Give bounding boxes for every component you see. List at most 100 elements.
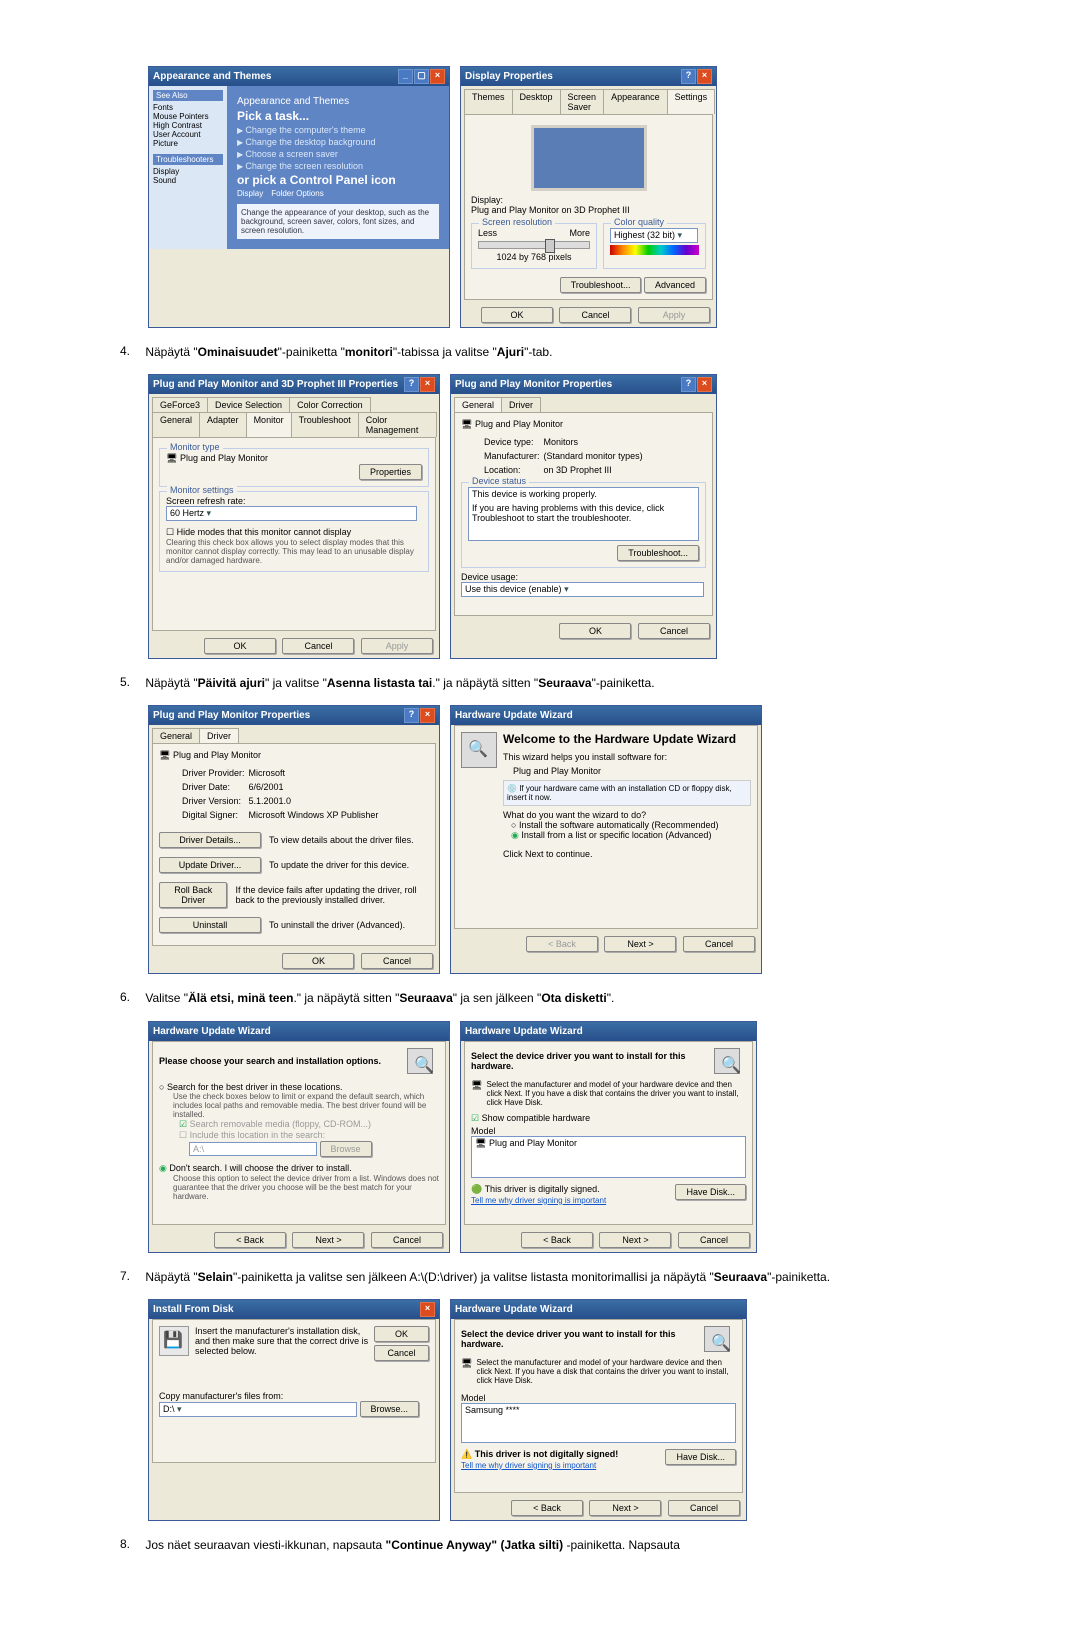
tab-settings[interactable]: Settings xyxy=(667,89,716,114)
cancel-button[interactable]: Cancel xyxy=(282,638,354,654)
task-link[interactable]: Change the desktop background xyxy=(237,137,439,147)
rollback-button[interactable]: Roll Back Driver xyxy=(159,882,227,908)
color-quality-select[interactable]: Highest (32 bit) xyxy=(610,228,698,243)
back-button[interactable]: < Back xyxy=(214,1232,286,1248)
tab-screensaver[interactable]: Screen Saver xyxy=(560,89,605,114)
copy-from-select[interactable]: D:\ xyxy=(159,1402,357,1417)
cancel-button[interactable]: Cancel xyxy=(683,936,755,952)
driver-details-text: To view details about the driver files. xyxy=(269,835,414,845)
maximize-icon[interactable]: ▢ xyxy=(414,69,429,84)
why-signing-link[interactable]: Tell me why driver signing is important xyxy=(471,1196,606,1205)
tab-colormgmt[interactable]: Color Management xyxy=(358,412,437,437)
have-disk-button[interactable]: Have Disk... xyxy=(665,1449,736,1465)
tab-general[interactable]: General xyxy=(152,728,200,743)
update-driver-button[interactable]: Update Driver... xyxy=(159,857,261,873)
troubleshoot-button[interactable]: Troubleshoot... xyxy=(617,545,699,561)
sidebar-item[interactable]: Fonts xyxy=(153,103,223,112)
resolution-slider[interactable] xyxy=(478,241,590,249)
cancel-button[interactable]: Cancel xyxy=(668,1500,740,1516)
next-button[interactable]: Next > xyxy=(604,936,676,952)
close-icon[interactable]: × xyxy=(420,377,435,392)
cancel-button[interactable]: Cancel xyxy=(371,1232,443,1248)
cp-icon[interactable]: Folder Options xyxy=(271,189,323,198)
tab-troubleshoot[interactable]: Troubleshoot xyxy=(291,412,359,437)
sidebar-item[interactable]: Mouse Pointers xyxy=(153,112,223,121)
tab-geforce[interactable]: GeForce3 xyxy=(152,397,208,412)
wizard-search-window: Hardware Update Wizard Please choose you… xyxy=(148,1021,450,1253)
close-icon[interactable]: × xyxy=(420,708,435,723)
ok-button[interactable]: OK xyxy=(282,953,354,969)
close-icon[interactable]: × xyxy=(420,1302,435,1317)
tab-monitor[interactable]: Monitor xyxy=(246,412,292,437)
tab-colorcorr[interactable]: Color Correction xyxy=(289,397,371,412)
cp-icon[interactable]: Display xyxy=(237,189,263,198)
model-list-item[interactable]: Samsung **** xyxy=(465,1405,732,1415)
step-7: 7. Näpäytä "Selain"-painiketta ja valits… xyxy=(120,1269,960,1285)
tab-devsel[interactable]: Device Selection xyxy=(207,397,290,412)
browse-button[interactable]: Browse... xyxy=(360,1401,420,1417)
close-icon[interactable]: × xyxy=(430,69,445,84)
ok-button[interactable]: OK xyxy=(204,638,276,654)
sidebar-item[interactable]: High Contrast xyxy=(153,121,223,130)
properties-button[interactable]: Properties xyxy=(359,464,422,480)
cancel-button[interactable]: Cancel xyxy=(559,307,631,323)
radio-advanced[interactable]: Install from a list or specific location… xyxy=(511,830,751,841)
wizard-select-window: Hardware Update Wizard Select the device… xyxy=(460,1021,757,1253)
task-link[interactable]: Change the computer's theme xyxy=(237,125,439,135)
radio-auto[interactable]: Install the software automatically (Reco… xyxy=(511,820,751,830)
close-icon[interactable]: × xyxy=(697,377,712,392)
show-compat-check[interactable]: Show compatible hardware xyxy=(471,1113,746,1124)
help-icon[interactable]: ? xyxy=(404,708,419,723)
radio-dontsearch[interactable]: Don't search. I will choose the driver t… xyxy=(159,1163,439,1174)
advanced-button[interactable]: Advanced xyxy=(644,277,706,293)
sidebar-item[interactable]: Sound xyxy=(153,176,223,185)
back-button[interactable]: < Back xyxy=(511,1500,583,1516)
next-button[interactable]: Next > xyxy=(292,1232,364,1248)
next-button[interactable]: Next > xyxy=(599,1232,671,1248)
tab-appearance[interactable]: Appearance xyxy=(603,89,668,114)
radio-search[interactable]: Search for the best driver in these loca… xyxy=(159,1082,439,1092)
display-properties-window: Display Properties ?× Themes Desktop Scr… xyxy=(460,66,717,328)
ok-button[interactable]: OK xyxy=(481,307,553,323)
why-signing-link[interactable]: Tell me why driver signing is important xyxy=(461,1461,596,1470)
help-icon[interactable]: ? xyxy=(681,69,696,84)
cancel-button[interactable]: Cancel xyxy=(361,953,433,969)
tab-general[interactable]: General xyxy=(152,412,200,437)
sidebar-item[interactable]: User Account Picture xyxy=(153,130,223,148)
device-status-label: Device status xyxy=(469,476,529,486)
step-6: 6. Valitse "Älä etsi, minä teen." ja näp… xyxy=(120,990,960,1006)
tab-desktop[interactable]: Desktop xyxy=(512,89,561,114)
appearance-themes-window: Appearance and Themes _▢× See Also Fonts… xyxy=(148,66,450,328)
tab-driver[interactable]: Driver xyxy=(199,728,239,743)
cancel-button[interactable]: Cancel xyxy=(678,1232,750,1248)
tab-adapter[interactable]: Adapter xyxy=(199,412,247,437)
have-disk-button[interactable]: Have Disk... xyxy=(675,1184,746,1200)
tab-general[interactable]: General xyxy=(454,397,502,412)
apply-button: Apply xyxy=(361,638,433,654)
step-8: 8. Jos näet seuraavan viesti-ikkunan, na… xyxy=(120,1537,960,1553)
screenshot-row-1: Appearance and Themes _▢× See Also Fonts… xyxy=(148,66,960,328)
driver-details-button[interactable]: Driver Details... xyxy=(159,832,261,848)
ok-button[interactable]: OK xyxy=(374,1326,429,1342)
cancel-button[interactable]: Cancel xyxy=(638,623,710,639)
help-icon[interactable]: ? xyxy=(404,377,419,392)
hide-modes-checkbox[interactable]: Hide modes that this monitor cannot disp… xyxy=(166,527,422,538)
next-button[interactable]: Next > xyxy=(589,1500,661,1516)
window-titlebar: Display Properties ?× xyxy=(461,67,716,86)
help-icon[interactable]: ? xyxy=(681,377,696,392)
model-list-item[interactable]: 🖥 Plug and Play Monitor xyxy=(475,1138,742,1149)
tab-driver[interactable]: Driver xyxy=(501,397,541,412)
troubleshoot-button[interactable]: Troubleshoot... xyxy=(560,277,642,293)
close-icon[interactable]: × xyxy=(697,69,712,84)
sidebar-item[interactable]: Display xyxy=(153,167,223,176)
ok-button[interactable]: OK xyxy=(559,623,631,639)
task-link[interactable]: Change the screen resolution xyxy=(237,161,439,171)
tab-themes[interactable]: Themes xyxy=(464,89,513,114)
task-link[interactable]: Choose a screen saver xyxy=(237,149,439,159)
minimize-icon[interactable]: _ xyxy=(398,69,413,84)
uninstall-button[interactable]: Uninstall xyxy=(159,917,261,933)
refresh-select[interactable]: 60 Hertz xyxy=(166,506,417,521)
back-button[interactable]: < Back xyxy=(521,1232,593,1248)
cancel-button[interactable]: Cancel xyxy=(374,1345,429,1361)
device-usage-select[interactable]: Use this device (enable) xyxy=(461,582,704,597)
